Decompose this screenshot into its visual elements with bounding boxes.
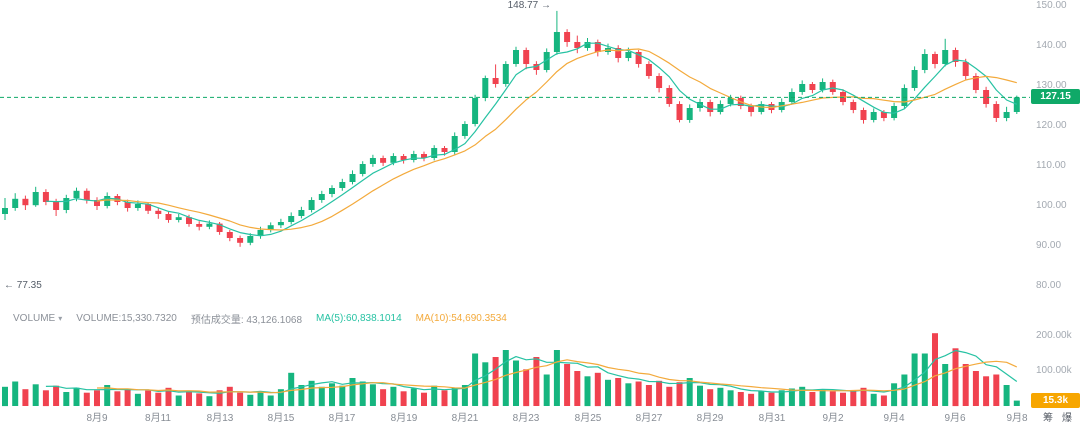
volume-axis-label: 100.00k <box>1036 365 1072 376</box>
volume-ma5-value: MA(5):60,838.1014 <box>316 313 402 324</box>
volume-indicator-header: VOLUME ▾ VOLUME:15,330.7320 预估成交量: 43,12… <box>13 311 507 326</box>
volume-bars-layer <box>2 333 1020 407</box>
price-axis-label: 150.00 <box>1036 0 1067 11</box>
x-axis-label: 9月4 <box>883 413 905 423</box>
volume-axis-label: 200.00k <box>1036 330 1072 341</box>
x-axis-label: 8月21 <box>451 413 479 423</box>
price-axis-label: 130.00 <box>1036 80 1067 91</box>
ma-lines-layer <box>45 42 1018 394</box>
x-axis-label: 8月31 <box>758 413 786 423</box>
x-axis-label: 8月25 <box>574 413 602 423</box>
x-axis-label: 8月15 <box>267 413 295 423</box>
x-axis-label: 8月29 <box>696 413 724 423</box>
chevron-down-icon: ▾ <box>58 314 63 323</box>
volume-indicator-label: VOLUME <box>13 313 56 324</box>
candles-layer <box>2 10 1020 247</box>
x-axis-label: 9月8 <box>1006 413 1028 423</box>
chip-distribution-toggle[interactable]: 筹 <box>1043 413 1053 423</box>
last-price-badge: 127.15 <box>1031 89 1080 104</box>
x-axis-label: 9月2 <box>822 413 844 423</box>
x-axis-label: 8月17 <box>328 413 356 423</box>
price-axis-label: 120.00 <box>1036 120 1067 131</box>
period-low-annotation: ← 77.35 <box>4 280 42 291</box>
volume-ma10-value: MA(10):54,690.3534 <box>415 313 507 324</box>
volume-indicator-selector[interactable]: VOLUME ▾ <box>13 313 62 324</box>
x-axis-label: 9月6 <box>944 413 966 423</box>
price-axis-label: 110.00 <box>1036 160 1066 171</box>
period-high-annotation: 148.77 → <box>507 0 551 11</box>
last-volume-badge: 15.3k <box>1031 393 1080 408</box>
x-axis-label: 8月13 <box>206 413 234 423</box>
volume-value: VOLUME:15,330.7320 <box>76 313 177 324</box>
price-axis-label: 140.00 <box>1036 40 1067 51</box>
x-axis-label: 8月19 <box>390 413 418 423</box>
price-axis-label: 90.00 <box>1036 240 1062 251</box>
x-axis-label: 8月23 <box>512 413 540 423</box>
liquidation-toggle[interactable]: 爆 <box>1062 413 1072 423</box>
x-axis-label: 8月27 <box>635 413 663 423</box>
x-axis-label: 8月9 <box>86 413 108 423</box>
price-axis-label: 80.00 <box>1036 280 1062 291</box>
price-axis-label: 100.00 <box>1036 200 1067 211</box>
estimated-volume-value: 预估成交量: 43,126.1068 <box>190 315 303 326</box>
x-axis-label: 8月11 <box>145 413 171 423</box>
